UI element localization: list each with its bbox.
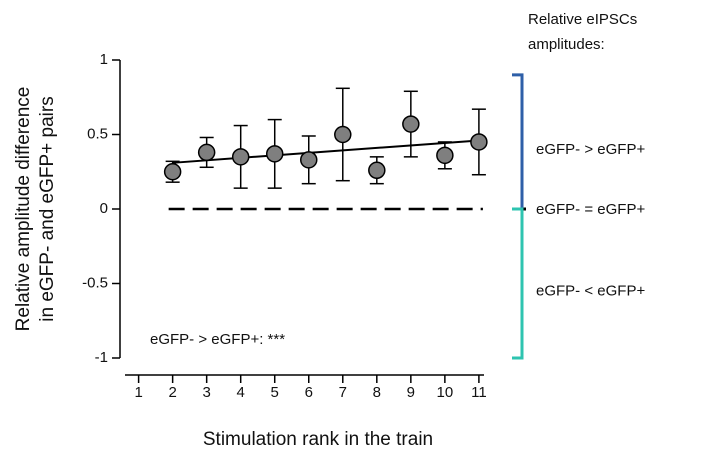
- legend-title: Relative eIPSCs: [528, 11, 637, 28]
- x-tick-label: 7: [339, 384, 347, 401]
- region-label: eGFP- < eGFP+: [536, 282, 645, 299]
- y-tick-label: -1: [95, 349, 108, 366]
- x-tick-label: 11: [471, 384, 487, 401]
- x-tick-label: 9: [407, 384, 415, 401]
- point: [163, 163, 182, 181]
- y-tick-label: 0: [100, 200, 108, 217]
- x-tick-label: 3: [202, 384, 210, 401]
- trend-line: [172, 139, 479, 164]
- x-tick-label: 6: [305, 384, 313, 401]
- point: [300, 151, 318, 169]
- y-tick-label: -0.5: [82, 274, 108, 291]
- bracket: [512, 73, 524, 209]
- x-tick-label: 5: [271, 384, 279, 401]
- point: [265, 145, 284, 163]
- point: [231, 148, 250, 166]
- region-label: eGFP- = eGFP+: [536, 201, 645, 218]
- y-axis-label: Relative amplitude difference: [13, 87, 34, 332]
- y-axis-label: in eGFP- and eGFP+ pairs: [37, 96, 58, 321]
- region-label: eGFP- > eGFP+: [536, 141, 645, 158]
- point: [402, 115, 420, 133]
- x-tick-label: 8: [373, 384, 381, 401]
- x-axis-label: Stimulation rank in the train: [203, 429, 433, 450]
- annotation: eGFP- > eGFP+: ***: [150, 331, 285, 348]
- y-tick-label: 1: [100, 51, 108, 68]
- bracket: [512, 207, 524, 360]
- point: [368, 161, 386, 180]
- point: [197, 143, 216, 162]
- legend-title: amplitudes:: [528, 36, 605, 53]
- x-tick-label: 2: [168, 384, 176, 401]
- point: [334, 125, 352, 144]
- x-tick-label: 1: [134, 384, 142, 401]
- x-tick-label: 10: [437, 384, 454, 401]
- x-tick-label: 4: [237, 384, 245, 401]
- point: [470, 133, 488, 151]
- point: [436, 146, 454, 165]
- y-tick-label: 0.5: [87, 125, 108, 142]
